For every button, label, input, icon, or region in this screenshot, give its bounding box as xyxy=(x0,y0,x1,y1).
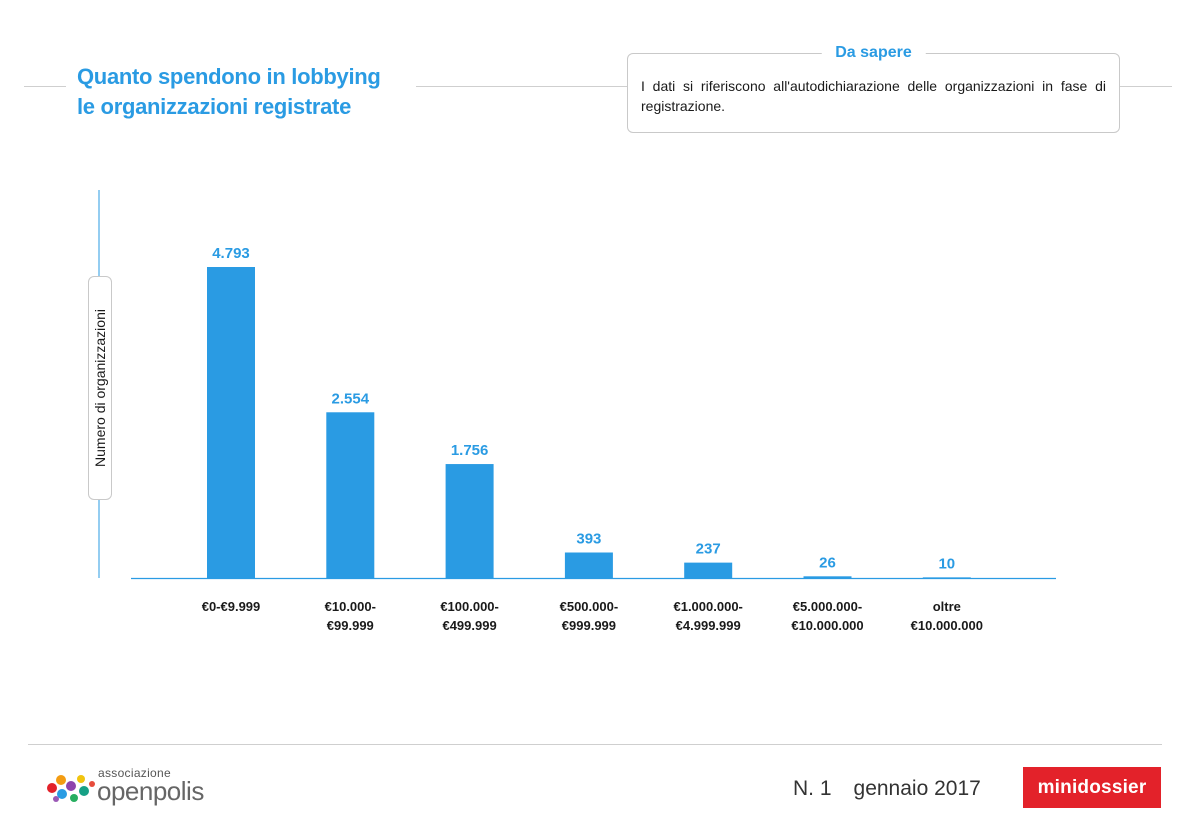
x-tick-label-4-line-2: €999.999 xyxy=(562,618,616,633)
page-title: Quanto spendono in lobbying le organizza… xyxy=(77,62,407,122)
bar-value-label-7: 10 xyxy=(938,555,955,572)
page-title-line-2: le organizzazioni registrate xyxy=(77,94,352,119)
x-tick-label-1-line-1: €0-€9.999 xyxy=(202,599,261,614)
bar-5 xyxy=(684,562,733,578)
issue-date: gennaio 2017 xyxy=(853,777,981,800)
x-tick-label-6-line-2: €10.000.000 xyxy=(791,618,863,633)
x-tick-label-7-line-2: €10.000.000 xyxy=(911,618,983,633)
bar-7 xyxy=(922,577,971,578)
minidossier-badge: minidossier xyxy=(1023,767,1161,808)
info-box-text: I dati si riferiscono all'autodichiarazi… xyxy=(641,78,1106,114)
logo-association-text: associazione xyxy=(98,766,171,780)
logo-name-text: openpolis xyxy=(97,776,204,806)
issue-number: N. 1 xyxy=(793,777,832,800)
issue-info: N. 1 gennaio 2017 xyxy=(793,777,981,801)
x-tick-label-6-line-1: €5.000.000- xyxy=(793,599,862,614)
bar-value-label-3: 1.756 xyxy=(451,442,489,459)
x-tick-label-2-line-2: €99.999 xyxy=(327,618,374,633)
bar-1 xyxy=(207,267,255,578)
bar-value-label-5: 237 xyxy=(696,541,721,558)
openpolis-logo-icon xyxy=(47,775,95,802)
x-tick-label-4-line-1: €500.000- xyxy=(560,599,619,614)
footer-divider xyxy=(28,744,1162,745)
page-title-line-1: Quanto spendono in lobbying xyxy=(77,64,381,89)
y-axis-label-box: Numero di organizzazioni xyxy=(88,276,112,500)
info-box: Da sapere I dati si riferiscono all'auto… xyxy=(627,44,1120,133)
x-tick-label-3-line-1: €100.000- xyxy=(440,599,499,614)
bar-3 xyxy=(445,464,494,578)
bar-2 xyxy=(326,412,375,578)
bar-value-label-2: 2.554 xyxy=(332,390,370,407)
title-divider-left xyxy=(24,86,66,87)
x-tick-label-5-line-1: €1.000.000- xyxy=(673,599,742,614)
bar-4 xyxy=(564,552,613,578)
bar-chart: 4.793 €0-€9.999 2.554 €10.000- €99.999 1.756 €… xyxy=(98,190,1056,633)
bar-6 xyxy=(803,576,852,578)
x-tick-label-3-line-2: €499.999 xyxy=(442,618,496,633)
x-tick-label-5-line-2: €4.999.999 xyxy=(676,618,741,633)
y-axis-label: Numero di organizzazioni xyxy=(92,309,108,467)
bar-value-label-1: 4.793 xyxy=(212,245,250,262)
info-box-title: Da sapere xyxy=(821,44,926,62)
title-divider-middle xyxy=(416,86,628,87)
bar-chart-canvas: 4.793 €0-€9.999 2.554 €10.000- €99.999 1.756 €… xyxy=(98,190,1056,633)
title-divider-right xyxy=(1120,86,1172,87)
x-tick-label-7-line-1: oltre xyxy=(933,599,961,614)
bar-value-label-6: 26 xyxy=(819,554,836,571)
bar-value-label-4: 393 xyxy=(576,530,601,547)
openpolis-logo[interactable]: associazione openpolis xyxy=(44,766,224,806)
x-tick-label-2-line-1: €10.000- xyxy=(325,599,376,614)
